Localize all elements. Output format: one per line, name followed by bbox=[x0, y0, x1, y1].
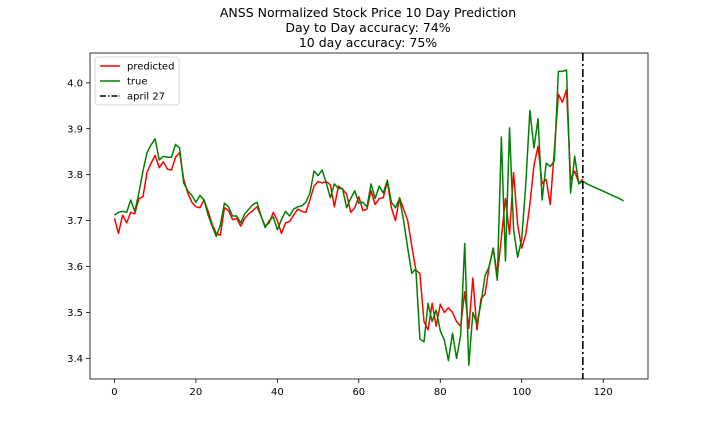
legend-box bbox=[94, 56, 180, 106]
y-tick-label: 3.9 bbox=[67, 124, 83, 135]
legend: predicted true april 27 bbox=[94, 56, 180, 106]
chart-title-line-2: Day to Day accuracy: 74% bbox=[285, 20, 450, 35]
legend-label-predicted: predicted bbox=[127, 62, 174, 73]
y-tick-label: 3.7 bbox=[67, 216, 83, 227]
series-lines bbox=[113, 69, 624, 366]
y-tick-label: 3.5 bbox=[67, 308, 83, 319]
chart-title-line-3: 10 day accuracy: 75% bbox=[299, 35, 437, 50]
chart-title: ANSS Normalized Stock Price 10 Day Predi… bbox=[220, 5, 516, 50]
x-tick-label: 80 bbox=[434, 387, 447, 398]
y-tick-label: 3.8 bbox=[67, 170, 83, 181]
y-tick-label: 3.4 bbox=[67, 354, 83, 365]
y-tick-label: 3.6 bbox=[67, 262, 83, 273]
x-tick-label: 40 bbox=[271, 387, 284, 398]
chart-title-line-1: ANSS Normalized Stock Price 10 Day Predi… bbox=[220, 5, 516, 20]
y-axis: 3.4 3.5 3.6 3.7 3.8 3.9 4.0 bbox=[67, 78, 90, 365]
y-tick-label: 4.0 bbox=[67, 78, 83, 89]
x-tick-label: 20 bbox=[190, 387, 203, 398]
x-tick-label: 120 bbox=[594, 387, 613, 398]
x-axis: 0 20 40 60 80 100 120 bbox=[111, 379, 613, 398]
legend-label-true: true bbox=[127, 77, 148, 88]
x-tick-label: 100 bbox=[512, 387, 531, 398]
x-tick-label: 60 bbox=[352, 387, 365, 398]
plot-area bbox=[89, 52, 649, 380]
series-line-true bbox=[114, 69, 624, 366]
legend-label-april-27: april 27 bbox=[127, 92, 165, 103]
x-tick-label: 0 bbox=[111, 387, 117, 398]
